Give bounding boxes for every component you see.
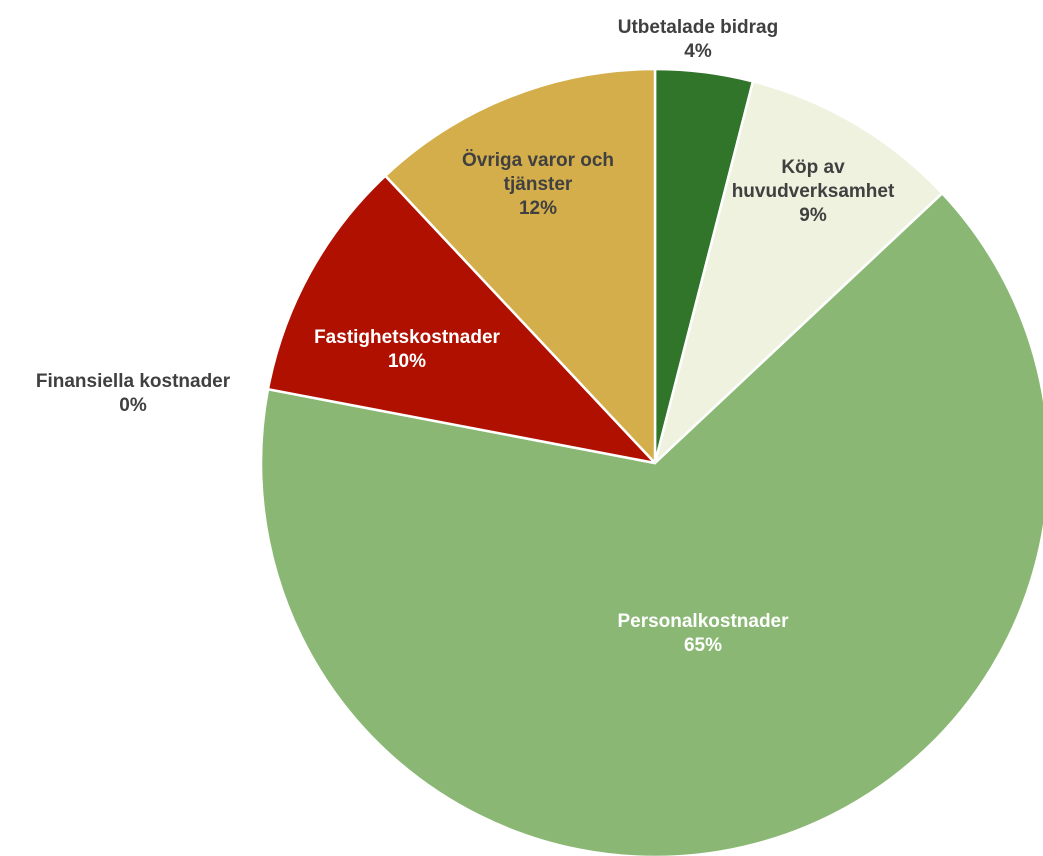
slice-label: Övriga varor och tjänster 12%: [438, 149, 638, 221]
slice-value-label: 12%: [518, 198, 558, 219]
slice-label: Utbetalade bidrag 4%: [568, 16, 828, 64]
pie-slice: [384, 67, 657, 465]
slice-name: Köp av huvudverksamhet: [731, 157, 895, 202]
slice-value-label: 4%: [684, 41, 712, 62]
slice-value-label: 65%: [683, 635, 723, 656]
slice-name: Finansiella kostnader: [35, 371, 231, 392]
pie-slice: [259, 192, 1043, 856]
slice-value-label: 0%: [119, 395, 147, 416]
pie-slice: [266, 174, 657, 465]
slice-label: Personalkostnader 65%: [553, 610, 853, 658]
slice-name: Personalkostnader: [617, 611, 789, 632]
slice-value-label: 9%: [799, 205, 827, 226]
slice-name: Fastighetskostnader: [314, 327, 500, 348]
slice-label: Köp av huvudverksamhet 9%: [723, 156, 903, 228]
slice-label: Fastighetskostnader 10%: [277, 326, 537, 374]
slice-name: Övriga varor och tjänster: [461, 150, 615, 195]
slice-name: Utbetalade bidrag: [617, 17, 779, 38]
pie-slice: [653, 80, 944, 465]
slice-value-label: 10%: [387, 351, 427, 372]
slice-label: Finansiella kostnader 0%: [0, 370, 273, 418]
